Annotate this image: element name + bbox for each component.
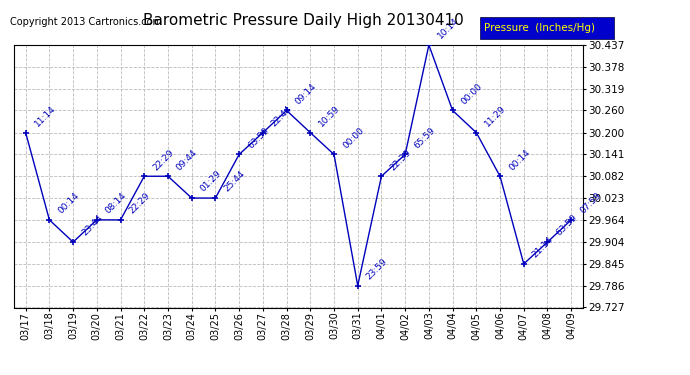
Text: 07:59: 07:59 [578, 191, 603, 216]
Text: 09:14: 09:14 [293, 82, 318, 106]
Text: 11:29: 11:29 [483, 104, 508, 129]
Text: 22:29: 22:29 [151, 148, 175, 172]
Text: 65:59: 65:59 [412, 126, 437, 150]
Text: 11:14: 11:14 [32, 104, 57, 129]
Text: 25:44: 25:44 [222, 170, 247, 194]
Text: Pressure  (Inches/Hg): Pressure (Inches/Hg) [484, 23, 595, 33]
Text: 63:59: 63:59 [555, 213, 579, 238]
Text: 09:44: 09:44 [175, 148, 199, 172]
Text: 22:44: 22:44 [270, 104, 294, 129]
Text: 10:59: 10:59 [317, 104, 342, 129]
Text: Copyright 2013 Cartronics.com: Copyright 2013 Cartronics.com [10, 17, 162, 27]
Text: 00:14: 00:14 [57, 191, 81, 216]
Text: 21:14: 21:14 [531, 235, 555, 260]
Text: Barometric Pressure Daily High 20130410: Barometric Pressure Daily High 20130410 [144, 13, 464, 28]
Text: 10:14: 10:14 [436, 16, 460, 41]
Text: 22:29: 22:29 [128, 191, 152, 216]
Text: 00:14: 00:14 [507, 147, 531, 172]
Text: 00:00: 00:00 [460, 82, 484, 106]
Text: 00:00: 00:00 [341, 126, 366, 150]
Text: 23:44: 23:44 [80, 213, 104, 238]
Text: 23:59: 23:59 [365, 257, 389, 282]
Text: 01:29: 01:29 [199, 170, 223, 194]
Text: 63:59: 63:59 [246, 126, 270, 150]
Text: 22:39: 22:39 [388, 148, 413, 172]
Text: 08:14: 08:14 [104, 191, 128, 216]
